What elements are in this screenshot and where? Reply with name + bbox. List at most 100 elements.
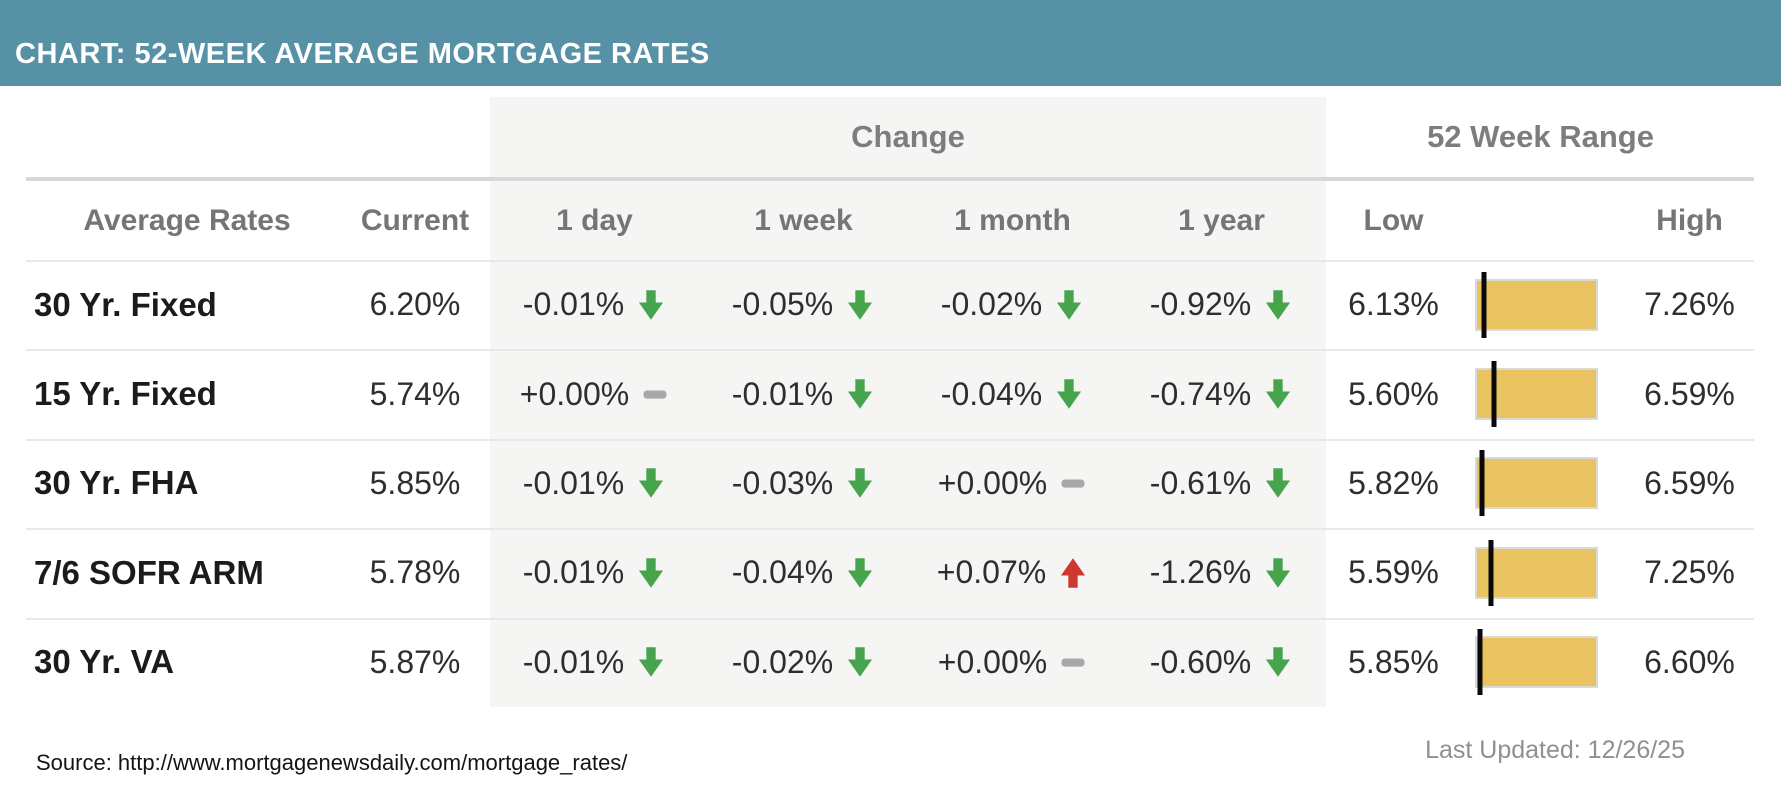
change-1year: -1.26%: [1117, 554, 1326, 591]
range-bar-track: [1475, 361, 1598, 428]
change-1month: -0.04%: [908, 376, 1117, 413]
change-1month: +0.07%: [908, 554, 1117, 591]
change-value: +0.07%: [936, 554, 1047, 591]
range-bar-cell: [1461, 361, 1616, 428]
current-rate-value: 5.74%: [369, 375, 461, 412]
col-header-1week: 1 week: [754, 203, 853, 237]
col-header-average-rates: Average Rates: [83, 203, 291, 237]
range-low-value: 5.59%: [1348, 554, 1439, 591]
col-header-current: Current: [360, 203, 470, 237]
range-high-value: 7.25%: [1644, 554, 1735, 591]
rates-table: Change 52 Week Range Average Rates Curre…: [0, 97, 1781, 707]
range-high-value: 6.59%: [1644, 375, 1735, 412]
table-body: 30 Yr. Fixed 6.20% -0.01% -0.05% -0.02% …: [0, 260, 1781, 707]
current-rate-value: 6.20%: [369, 286, 461, 323]
range-low-value: 6.13%: [1348, 286, 1439, 323]
range-low-value: 5.82%: [1348, 464, 1439, 501]
column-header-row: Average Rates Current 1 day 1 week 1 mon…: [0, 181, 1781, 260]
current-rate-marker: [1479, 450, 1485, 517]
change-value: -0.60%: [1149, 643, 1252, 680]
source-text: Source: http://www.mortgagenewsdaily.com…: [36, 750, 628, 775]
change-1day: +0.00%: [490, 376, 699, 413]
current-rate-marker: [1481, 271, 1487, 338]
col-header-1day: 1 day: [556, 203, 633, 237]
last-updated-text: Last Updated: 12/26/25: [1425, 736, 1685, 764]
table-row: 7/6 SOFR ARM 5.78% -0.01% -0.04% +0.07% …: [0, 528, 1781, 617]
change-1month: -0.02%: [908, 286, 1117, 323]
current-rate-marker: [1488, 539, 1494, 606]
down-arrow-icon: [1263, 467, 1293, 499]
change-value: -0.05%: [731, 286, 834, 323]
change-1week: -0.01%: [699, 376, 908, 413]
change-1year: -0.74%: [1117, 376, 1326, 413]
col-header-high: High: [1656, 203, 1723, 237]
down-arrow-icon: [636, 467, 666, 499]
title-bar: CHART: 52-WEEK AVERAGE MORTGAGE RATES: [0, 0, 1781, 86]
change-1month: +0.00%: [908, 465, 1117, 502]
table-row: 30 Yr. VA 5.87% -0.01% -0.02% +0.00% -0.…: [0, 617, 1781, 707]
page-title: CHART: 52-WEEK AVERAGE MORTGAGE RATES: [15, 38, 710, 70]
flat-dash-icon: [1059, 647, 1087, 677]
change-value: -0.02%: [731, 643, 834, 680]
flat-dash-icon: [641, 379, 669, 409]
change-1week: -0.02%: [699, 644, 908, 681]
change-1week: -0.04%: [699, 554, 908, 591]
down-arrow-icon: [1263, 646, 1293, 678]
down-arrow-icon: [1263, 378, 1293, 410]
down-arrow-icon: [845, 557, 875, 589]
down-arrow-icon: [636, 646, 666, 678]
row-label: 30 Yr. FHA: [34, 464, 199, 502]
down-arrow-icon: [636, 289, 666, 321]
down-arrow-icon: [845, 467, 875, 499]
change-1day: -0.01%: [490, 286, 699, 323]
range-low-value: 5.85%: [1348, 643, 1439, 680]
current-rate-marker: [1491, 361, 1497, 428]
down-arrow-icon: [1054, 289, 1084, 321]
change-1week: -0.05%: [699, 286, 908, 323]
down-arrow-icon: [636, 557, 666, 589]
current-rate-value: 5.87%: [369, 643, 461, 680]
header-divider: [26, 177, 1754, 181]
change-1week: -0.03%: [699, 465, 908, 502]
row-label: 30 Yr. Fixed: [34, 285, 217, 323]
change-value: -0.01%: [522, 286, 625, 323]
down-arrow-icon: [845, 289, 875, 321]
row-label: 30 Yr. VA: [34, 643, 175, 681]
change-value: -0.04%: [940, 375, 1043, 412]
range-bar-cell: [1461, 450, 1616, 517]
down-arrow-icon: [845, 378, 875, 410]
change-value: +0.00%: [937, 643, 1048, 680]
change-value: -1.26%: [1149, 554, 1252, 591]
change-value: -0.74%: [1149, 375, 1252, 412]
change-band-background: [490, 97, 1326, 707]
col-header-1month: 1 month: [954, 203, 1071, 237]
change-value: -0.01%: [522, 464, 625, 501]
change-value: -0.01%: [522, 643, 625, 680]
change-value: +0.00%: [937, 464, 1048, 501]
down-arrow-icon: [845, 646, 875, 678]
range-bar-track: [1475, 629, 1598, 696]
range-high-value: 6.60%: [1644, 643, 1735, 680]
row-label: 15 Yr. Fixed: [34, 375, 217, 413]
change-1year: -0.60%: [1117, 644, 1326, 681]
change-value: -0.02%: [940, 286, 1043, 323]
range-bar-track: [1475, 271, 1598, 338]
row-label: 7/6 SOFR ARM: [34, 553, 264, 591]
down-arrow-icon: [1054, 378, 1084, 410]
range-bar-track: [1475, 450, 1598, 517]
current-rate-value: 5.78%: [369, 554, 461, 591]
range-bar-track: [1475, 539, 1598, 606]
up-arrow-icon: [1058, 557, 1088, 589]
group-header-change: Change: [851, 119, 965, 154]
range-high-value: 7.26%: [1644, 286, 1735, 323]
change-1year: -0.61%: [1117, 465, 1326, 502]
change-1day: -0.01%: [490, 554, 699, 591]
change-1year: -0.92%: [1117, 286, 1326, 323]
down-arrow-icon: [1263, 557, 1293, 589]
change-value: +0.00%: [519, 375, 630, 412]
flat-dash-icon: [1059, 468, 1087, 498]
current-rate-value: 5.85%: [369, 464, 461, 501]
range-bar-cell: [1461, 539, 1616, 606]
change-value: -0.61%: [1149, 464, 1252, 501]
